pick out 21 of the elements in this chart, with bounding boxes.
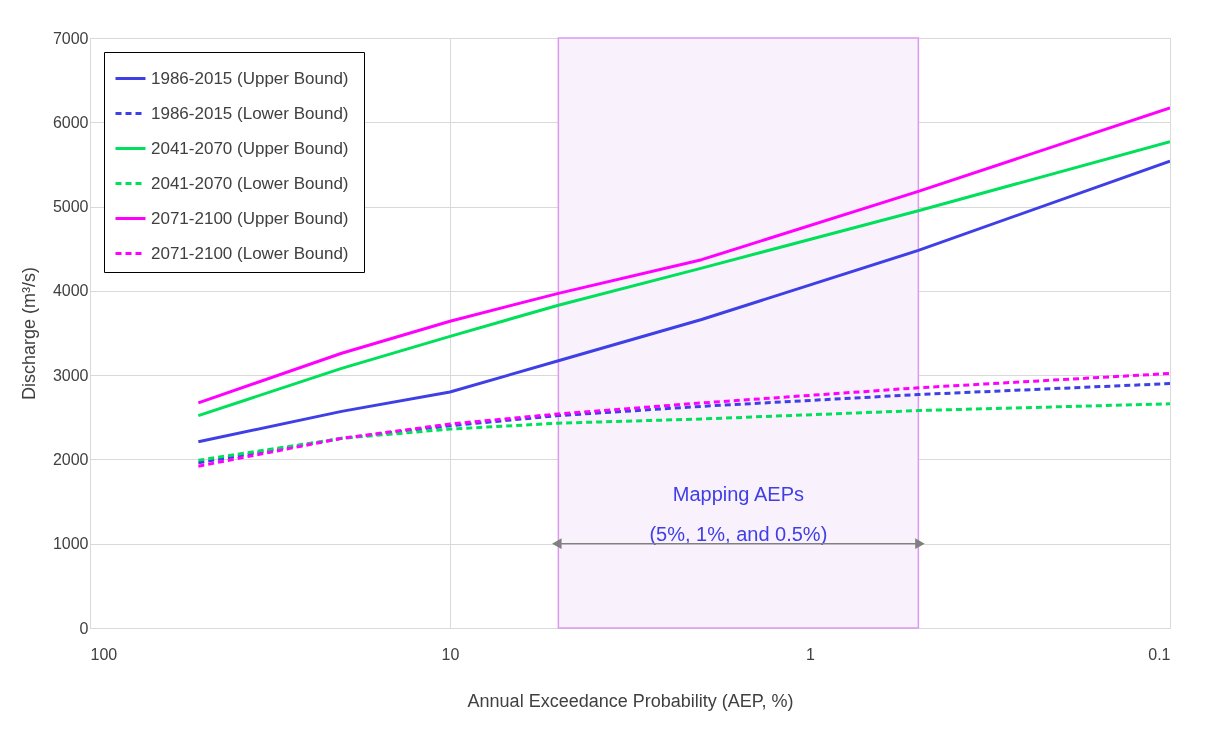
y-tick-label: 7000 (52, 29, 89, 47)
x-tick-label: 1 (806, 645, 816, 663)
y-tick-label: 4000 (52, 282, 89, 300)
x-tick-label: 10 (441, 645, 460, 663)
y-tick-label: 2000 (52, 450, 89, 468)
x-tick-label: 0.1 (1148, 645, 1171, 663)
legend-label: 1986-2015 (Upper Bound) (151, 68, 349, 88)
y-tick-label: 1000 (52, 535, 89, 553)
band-label: Mapping AEPs (5%, 1%, and 0.5%) (649, 483, 828, 545)
y-tick-label: 6000 (52, 113, 89, 131)
y-tick-label: 5000 (52, 198, 89, 216)
y-axis-title: Discharge (m³/s) (18, 266, 39, 401)
legend-label: 2071-2100 (Upper Bound) (151, 208, 349, 228)
legend-label: 2041-2070 (Upper Bound) (151, 138, 349, 158)
legend-label: 1986-2015 (Lower Bound) (151, 103, 349, 123)
x-tick-label: 100 (90, 645, 118, 663)
y-tick-label: 0 (79, 619, 89, 637)
y-tick-label: 3000 (52, 366, 89, 384)
legend-label: 2041-2070 (Lower Bound) (151, 173, 349, 193)
x-axis-title: Annual Exceedance Probability (AEP, %) (467, 690, 794, 711)
legend-label: 2071-2100 (Lower Bound) (151, 243, 349, 263)
